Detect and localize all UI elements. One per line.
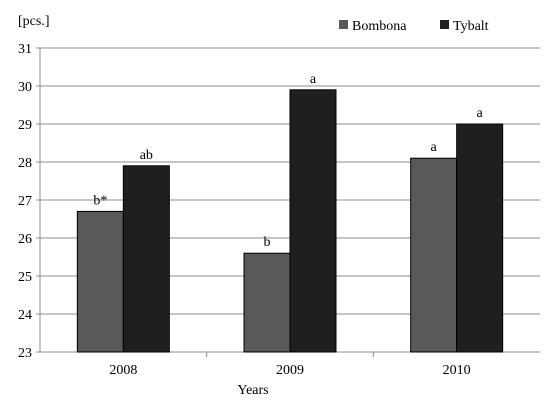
x-axis-title: Years <box>237 383 268 398</box>
y-tick-label-24: 24 <box>18 308 32 323</box>
data-label-bombona-2010: a <box>431 140 438 155</box>
x-tick-labels: 2008 2009 2010 <box>109 363 470 378</box>
y-tick-label-26: 26 <box>18 232 32 247</box>
y-tick-label-27: 27 <box>18 194 32 209</box>
legend: Bombona Tybalt <box>339 19 489 34</box>
bar-tybalt-2010 <box>456 123 504 353</box>
legend-label-bombona: Bombona <box>352 19 407 34</box>
y-tick-labels: 23 24 25 26 27 28 29 30 31 <box>18 42 32 361</box>
legend-label-tybalt: Tybalt <box>453 19 489 34</box>
bar-tybalt-2008 <box>122 165 170 353</box>
data-labels: b* ab b a a a <box>93 72 483 250</box>
legend-swatch-tybalt <box>440 20 449 29</box>
x-tick-label-2010: 2010 <box>443 363 471 378</box>
y-tick-label-30: 30 <box>18 80 32 95</box>
bar-bombona-2008 <box>76 210 124 353</box>
y-tick-label-28: 28 <box>18 156 32 171</box>
bars <box>76 89 504 353</box>
y-axis-title: [pcs.] <box>18 14 50 29</box>
bar-bombona-2010 <box>410 157 458 353</box>
data-label-bombona-2008: b* <box>93 193 107 208</box>
y-tick-label-31: 31 <box>18 42 32 57</box>
bar-tybalt-2009 <box>289 89 337 353</box>
data-label-bombona-2009: b <box>264 235 271 250</box>
y-tick-label-29: 29 <box>18 118 32 133</box>
y-tick-label-25: 25 <box>18 270 32 285</box>
x-tick-label-2009: 2009 <box>276 363 304 378</box>
legend-swatch-bombona <box>339 20 348 29</box>
data-label-tybalt-2008: ab <box>140 148 153 163</box>
x-tick-label-2008: 2008 <box>109 363 137 378</box>
y-tick-label-23: 23 <box>18 346 32 361</box>
data-label-tybalt-2009: a <box>310 72 317 87</box>
data-label-tybalt-2010: a <box>477 106 484 121</box>
bar-bombona-2009 <box>243 252 291 353</box>
